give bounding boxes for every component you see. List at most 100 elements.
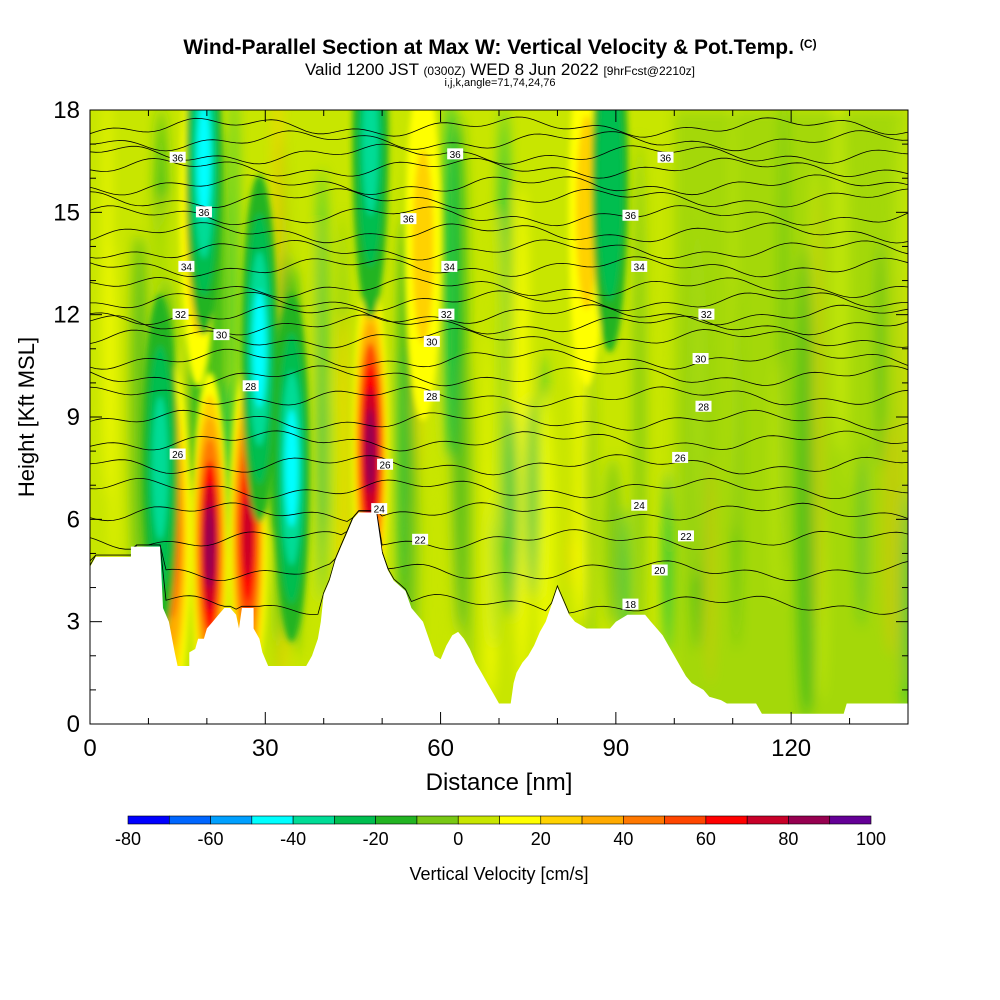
valid-utc: (0300Z) xyxy=(423,64,466,78)
title-text: Wind-Parallel Section at Max W: Vertical… xyxy=(183,36,794,59)
colorbar-tick-label: 20 xyxy=(531,829,551,849)
colorbar-swatch xyxy=(829,815,872,825)
updraft-core xyxy=(365,408,376,494)
theta-label-text: 36 xyxy=(403,215,415,226)
field-streak xyxy=(461,355,473,695)
theta-label-bg xyxy=(242,380,259,392)
theta-label-text: 26 xyxy=(380,460,392,471)
theta-label: 26 xyxy=(169,448,186,461)
terrain xyxy=(90,512,908,724)
theta-label: 24 xyxy=(371,503,388,516)
colorbar-tick-label: -40 xyxy=(280,829,306,849)
theta-label-text: 36 xyxy=(660,153,672,164)
theta-label-text: 20 xyxy=(654,566,666,577)
theta-label-bg xyxy=(213,329,230,341)
theta-label: 36 xyxy=(169,151,186,164)
field-streak xyxy=(130,234,143,589)
chart-subtitle: Valid 1200 JST (0300Z) WED 8 Jun 2022 [9… xyxy=(0,60,1000,80)
theta-label-text: 24 xyxy=(634,501,646,512)
updraft-core xyxy=(412,149,434,344)
theta-label-text: 36 xyxy=(198,208,210,219)
field-streak xyxy=(604,457,622,626)
colorbar-tick-label: 80 xyxy=(778,829,798,849)
downdraft-core xyxy=(252,289,267,408)
y-tick-label: 12 xyxy=(53,302,80,329)
x-tick-label: 90 xyxy=(603,735,630,762)
theta-contour xyxy=(90,510,908,551)
downdraft-core xyxy=(197,110,211,220)
field-streak xyxy=(485,332,492,723)
theta-contour xyxy=(90,409,908,431)
theta-label: 36 xyxy=(195,206,212,219)
theta-label-bg xyxy=(172,308,189,320)
theta-label-text: 30 xyxy=(695,355,707,366)
theta-label-bg xyxy=(695,400,712,412)
y-tick-label: 18 xyxy=(53,97,80,124)
theta-label-text: 32 xyxy=(441,310,453,321)
colorbar-tick-label: -60 xyxy=(198,829,224,849)
theta-label: 30 xyxy=(423,335,440,348)
y-tick-label: 15 xyxy=(53,199,80,226)
colorbar-swatch xyxy=(746,815,789,825)
x-tick-label: 30 xyxy=(252,735,279,762)
theta-label: 36 xyxy=(447,148,464,161)
theta-label: 26 xyxy=(377,458,394,471)
theta-label-bg xyxy=(677,530,694,542)
theta-label: 26 xyxy=(672,451,689,464)
field-streak xyxy=(514,186,530,692)
x-tick-label: 0 xyxy=(83,735,96,762)
theta-label-bg xyxy=(657,151,674,163)
y-tick-label: 3 xyxy=(67,609,80,636)
theta-label-text: 30 xyxy=(216,331,228,342)
theta-label-text: 18 xyxy=(625,600,637,611)
field-streak xyxy=(327,366,342,562)
theta-label-text: 26 xyxy=(172,450,184,461)
theta-contour xyxy=(90,116,908,138)
theta-label-bg xyxy=(438,308,455,320)
colorbar-tick-label: 60 xyxy=(696,829,716,849)
theta-label: 30 xyxy=(213,329,230,342)
theta-label-text: 22 xyxy=(680,532,692,543)
theta-label-text: 36 xyxy=(450,150,462,161)
theta-label: 36 xyxy=(400,213,417,226)
colorbar-swatch xyxy=(499,815,542,825)
theta-label: 36 xyxy=(657,151,674,164)
colorbar-tick-label: 100 xyxy=(856,829,886,849)
theta-label-text: 34 xyxy=(181,262,193,273)
theta-contour xyxy=(90,143,908,165)
forecast-info: [9hrFcst@2210z] xyxy=(603,64,696,78)
colorbar-swatch xyxy=(788,815,831,825)
theta-label-bg xyxy=(441,260,458,272)
theta-contour xyxy=(90,430,908,452)
theta-contour xyxy=(90,502,908,522)
x-tick-label: 60 xyxy=(427,735,454,762)
theta-label-text: 30 xyxy=(426,337,438,348)
theta-label-text: 32 xyxy=(175,310,187,321)
field-streak xyxy=(103,110,111,498)
theta-label-text: 28 xyxy=(245,382,257,393)
theta-contour xyxy=(90,365,908,387)
downdraft-core xyxy=(152,396,169,540)
theta-label-text: 28 xyxy=(426,392,438,403)
colorbar-swatch xyxy=(127,815,170,825)
colorbar-swatch xyxy=(623,815,665,825)
theta-label-bg xyxy=(651,564,668,576)
theta-label: 32 xyxy=(698,308,715,321)
theta-label-text: 24 xyxy=(374,505,386,516)
theta-label-bg xyxy=(169,151,186,163)
theta-label-bg xyxy=(447,148,464,160)
theta-contour xyxy=(90,510,908,582)
theta-labels: 36 36 34 32 30 28 26 36 36 34 32 30 28 26 24 22 36 36 34 32… xyxy=(169,148,715,611)
colorbar-tick-label: 40 xyxy=(613,829,633,849)
colorbar-swatch xyxy=(375,815,418,825)
field-streak xyxy=(567,378,579,552)
copyright-mark: (C) xyxy=(799,37,817,51)
colorbar-swatch xyxy=(251,815,294,825)
field-shade xyxy=(674,110,908,724)
theta-label-bg xyxy=(400,213,417,225)
field-streak xyxy=(586,324,593,655)
theta-contour xyxy=(90,256,908,278)
theta-label: 30 xyxy=(692,353,709,366)
theta-label: 18 xyxy=(622,598,639,611)
